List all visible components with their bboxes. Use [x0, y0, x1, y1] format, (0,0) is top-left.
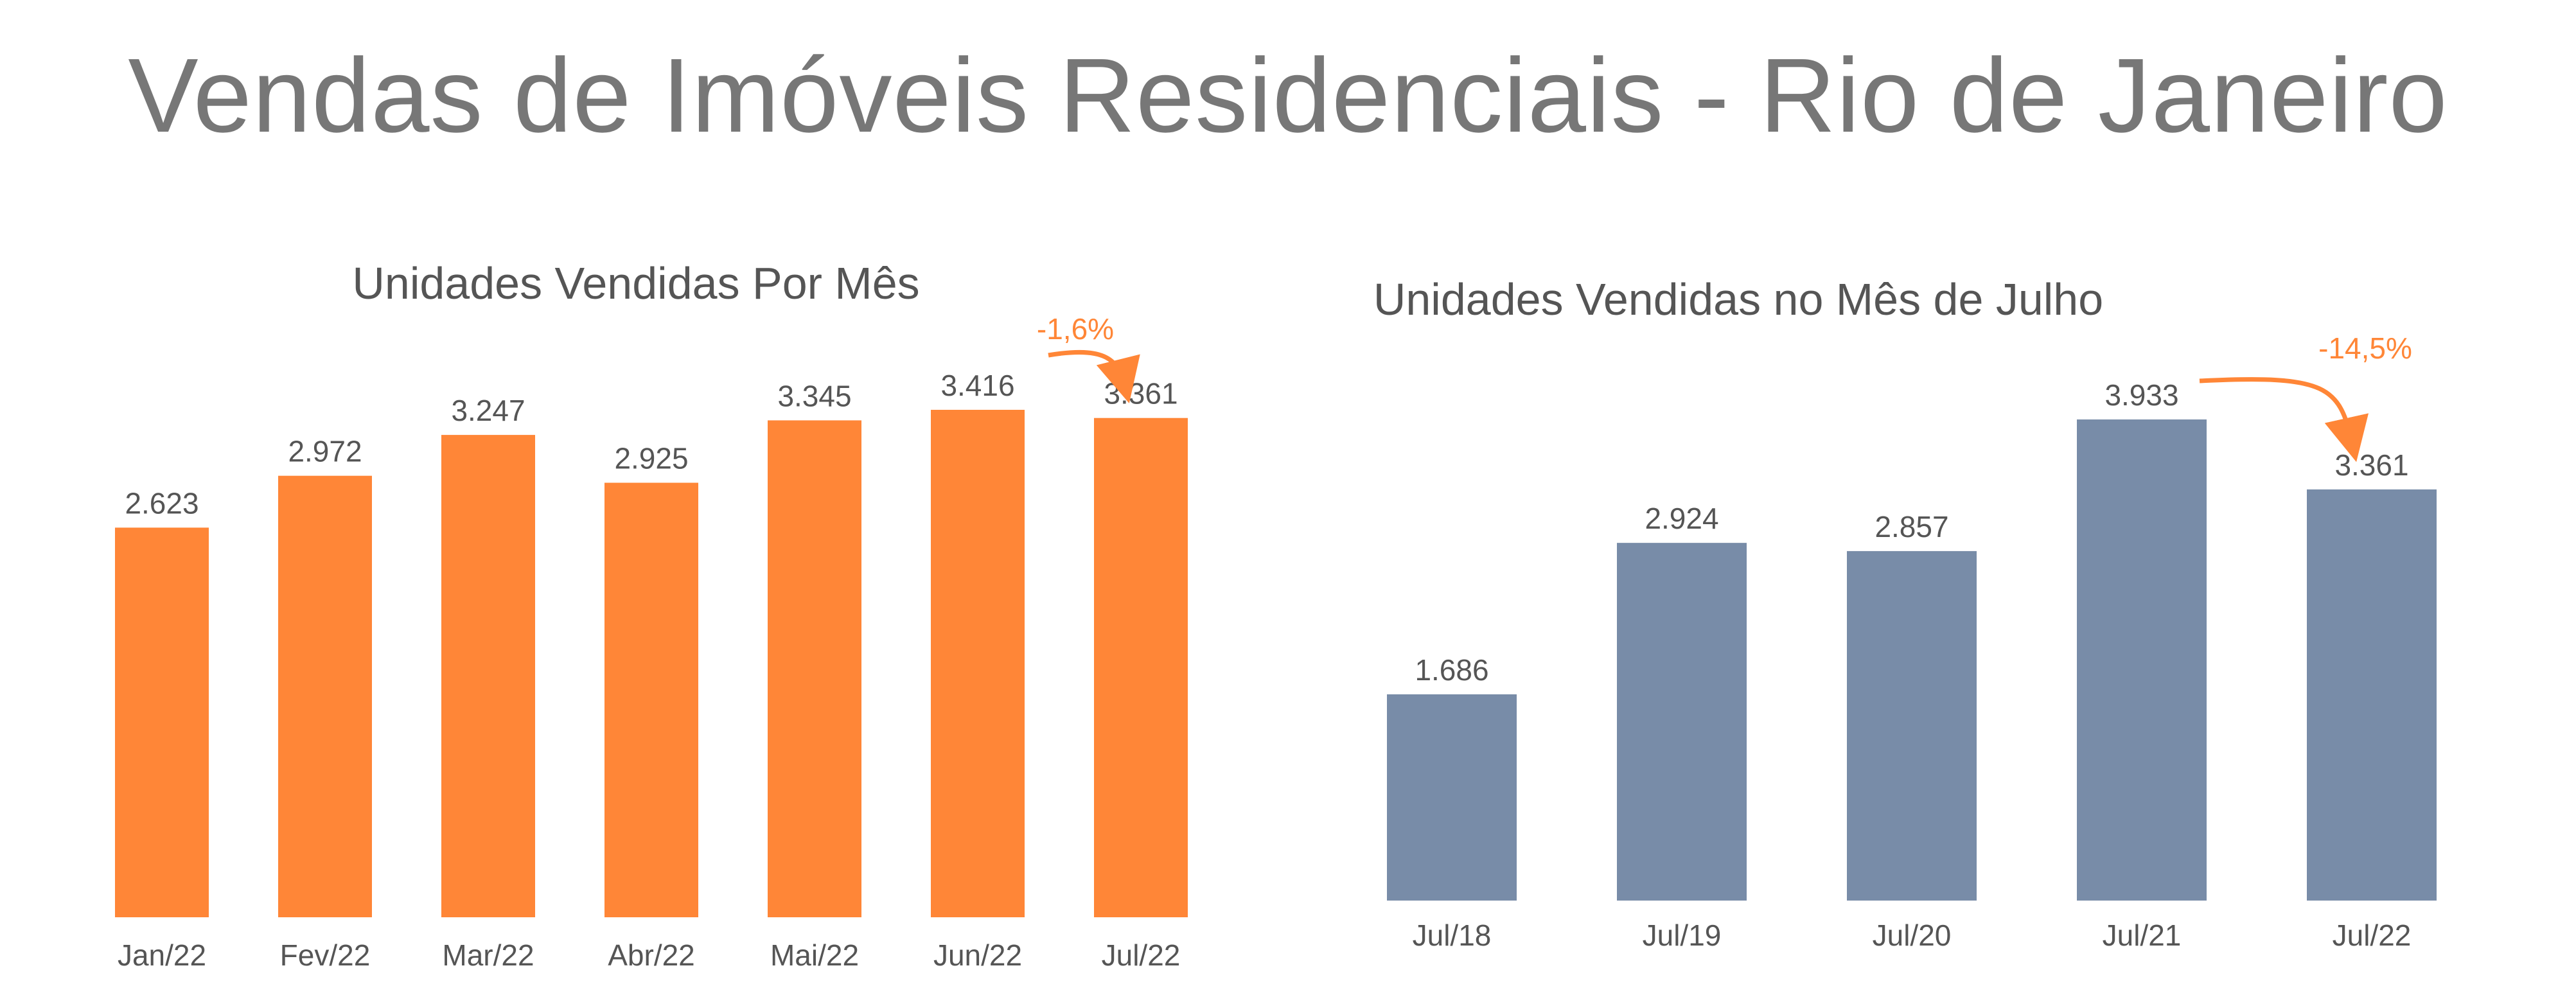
tick-label-july-4: Jul/22 [2333, 919, 2412, 952]
annotation-label-monthly: -1,6% [1037, 312, 1114, 346]
annotation-arrow-monthly [1048, 349, 1140, 403]
tick-label-monthly-1: Fev/22 [280, 938, 371, 972]
bar-monthly-2 [441, 435, 535, 917]
chart-title-july: Unidades Vendidas no Mês de Julho [1373, 274, 2103, 324]
annotation-label-july: -14,5% [2318, 331, 2412, 365]
tick-label-monthly-4: Mai/22 [770, 938, 859, 972]
bar-july-0 [1387, 694, 1517, 901]
bar-july-1 [1617, 543, 1747, 901]
tick-label-monthly-2: Mar/22 [442, 938, 534, 972]
page-title: Vendas de Imóveis Residenciais - Rio de … [128, 37, 2448, 154]
tick-label-july-0: Jul/18 [1413, 919, 1492, 952]
bar-july-2 [1847, 550, 1977, 901]
data-label-monthly-6: 3.361 [1104, 377, 1178, 410]
bar-monthly-5 [931, 410, 1025, 917]
tick-label-july-1: Jul/19 [1643, 919, 1722, 952]
tick-label-monthly-6: Jul/22 [1102, 938, 1181, 972]
data-label-monthly-2: 3.247 [451, 394, 525, 427]
data-label-july-0: 1.686 [1415, 653, 1488, 687]
annotation-arrow-july [2199, 377, 2369, 462]
bar-monthly-4 [768, 420, 861, 917]
chart-july: Unidades Vendidas no Mês de Julho 1.686 Ju… [1373, 274, 2437, 952]
tick-label-monthly-3: Abr/22 [608, 938, 695, 972]
tick-label-monthly-0: Jan/22 [118, 938, 206, 972]
bar-monthly-3 [604, 482, 698, 917]
data-label-monthly-1: 2.972 [288, 435, 362, 468]
data-label-july-4: 3.361 [2334, 448, 2408, 482]
bar-july-3 [2077, 419, 2207, 901]
bar-monthly-0 [115, 527, 209, 917]
chart-monthly: Unidades Vendidas Por Mês 2.623 Jan/22 2.97… [115, 258, 1188, 972]
data-label-july-1: 2.924 [1645, 502, 1718, 535]
data-label-monthly-3: 2.925 [614, 442, 688, 475]
bar-july-4 [2307, 489, 2437, 901]
data-label-july-2: 2.857 [1875, 510, 1948, 543]
data-label-monthly-5: 3.416 [940, 369, 1014, 402]
data-label-monthly-4: 3.345 [777, 379, 851, 412]
data-label-monthly-0: 2.623 [125, 486, 198, 520]
tick-label-july-3: Jul/21 [2103, 919, 2182, 952]
data-label-july-3: 3.933 [2104, 378, 2178, 412]
bar-monthly-6 [1094, 418, 1188, 917]
bar-monthly-1 [278, 475, 372, 917]
tick-label-july-2: Jul/20 [1873, 919, 1952, 952]
tick-label-monthly-5: Jun/22 [933, 938, 1022, 972]
chart-title-monthly: Unidades Vendidas Por Mês [352, 258, 919, 308]
